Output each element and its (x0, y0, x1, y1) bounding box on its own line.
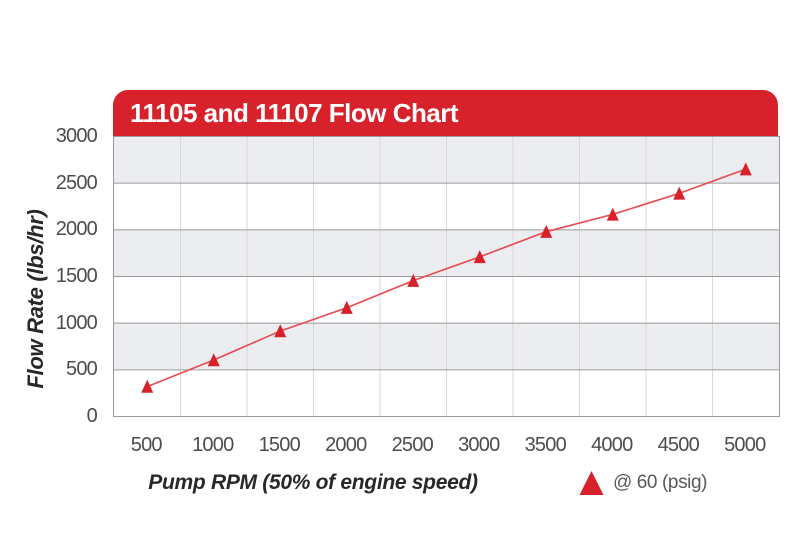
x-tick-label: 4500 (657, 434, 700, 456)
legend-label: @ 60 (psig) (613, 472, 708, 493)
x-tick-label: 2500 (391, 434, 434, 456)
y-tick-label: 2000 (55, 218, 98, 241)
y-tick-label: 1500 (55, 265, 98, 287)
y-tick-label: 3000 (55, 125, 98, 147)
x-tick-label: 1500 (258, 434, 301, 456)
x-tick-label: 4000 (591, 434, 633, 456)
x-tick-label: 5000 (724, 434, 766, 456)
x-axis-title: Pump RPM (50% of engine speed) (148, 471, 478, 494)
legend-triangle-icon (579, 471, 604, 495)
data-point-marker (540, 224, 553, 238)
y-tick-label: 500 (66, 358, 98, 381)
plot-canvas (114, 136, 779, 416)
y-tick-label: 2500 (55, 171, 98, 194)
x-tick-label: 1000 (192, 434, 234, 456)
plot-area (113, 136, 780, 417)
x-tick-label: 3500 (524, 434, 567, 456)
x-tick-label: 500 (130, 434, 163, 456)
y-tick-label: 0 (86, 405, 98, 427)
data-point-marker (473, 250, 486, 264)
chart-title-bar: 11105 and 11107 Flow Chart (113, 90, 778, 136)
series-line (146, 168, 747, 388)
data-point-marker (606, 207, 619, 221)
data-point-marker (739, 162, 752, 176)
data-point-marker (274, 324, 287, 338)
chart-title: 11105 and 11107 Flow Chart (130, 98, 459, 128)
x-tick-label: 3000 (458, 434, 500, 456)
legend: @ 60 (psig) (579, 470, 707, 496)
data-point-marker (207, 353, 220, 367)
x-tick-label: 2000 (325, 434, 367, 456)
y-axis-title: Flow Rate (lbs/hr) (23, 209, 48, 389)
data-point-marker (340, 300, 353, 314)
data-point-marker (407, 273, 420, 287)
data-point-marker (673, 186, 686, 200)
data-point-marker (141, 379, 154, 393)
y-tick-label: 1000 (55, 311, 98, 334)
